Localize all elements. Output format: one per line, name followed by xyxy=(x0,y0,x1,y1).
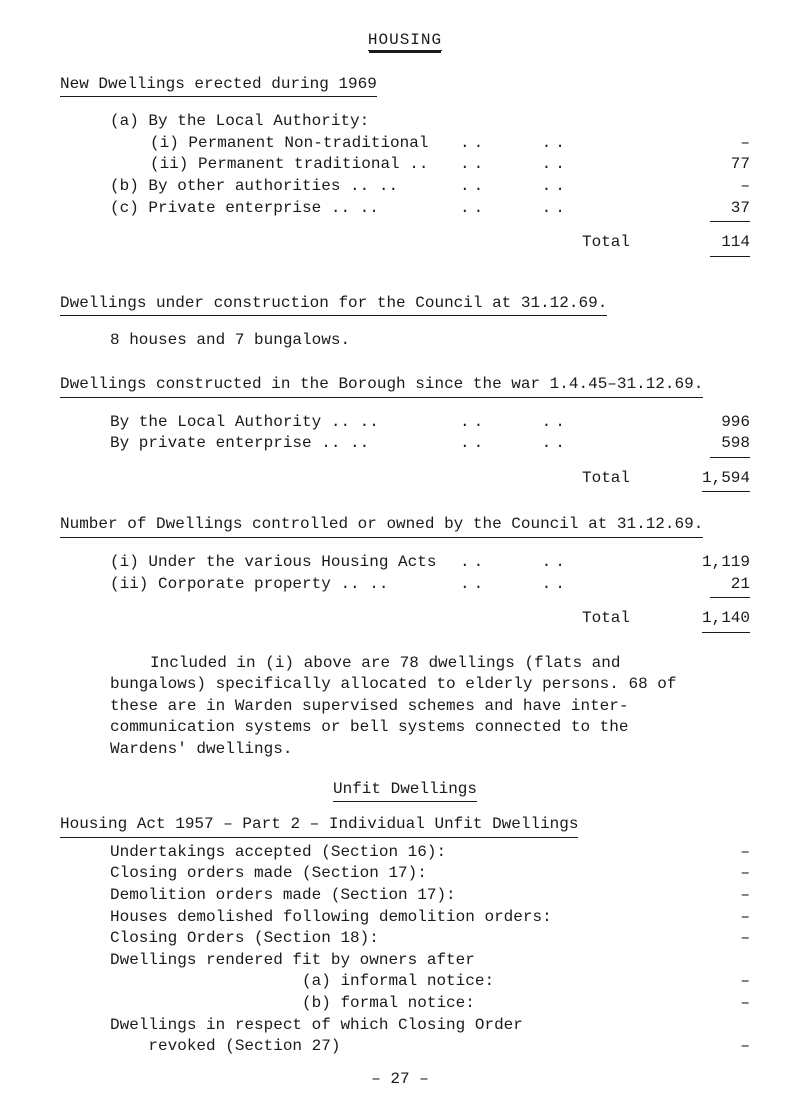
list-item-value: – xyxy=(660,993,750,1015)
sec1-a-ii: (ii) Permanent traditional .. .. .. 77 xyxy=(60,154,750,176)
list-item-label: Closing orders made (Section 17): xyxy=(60,863,660,885)
sec1-heading: New Dwellings erected during 1969 xyxy=(60,74,750,98)
list-item-value: – xyxy=(660,907,750,929)
dots: .. .. xyxy=(460,176,660,198)
sec3-r1-label: By the Local Authority .. .. xyxy=(110,412,460,434)
page: HOUSING New Dwellings erected during 196… xyxy=(0,0,800,1119)
sec1-heading-text: New Dwellings erected during 1969 xyxy=(60,74,377,98)
sec4-heading: Number of Dwellings controlled or owned … xyxy=(60,514,750,538)
list-item-label: revoked (Section 27) xyxy=(60,1036,660,1058)
sec1-a-i: (i) Permanent Non-traditional .. .. – xyxy=(60,133,750,155)
sec1-c: (c) Private enterprise .. .. .. .. 37 xyxy=(60,198,750,223)
list-item: Closing orders made (Section 17):– xyxy=(60,863,750,885)
sec3-r1: By the Local Authority .. .. .. .. 996 xyxy=(60,412,750,434)
dots: .. .. xyxy=(460,552,660,574)
sec4-r1-label: (i) Under the various Housing Acts xyxy=(110,552,460,574)
sec1-a-ii-val: 77 xyxy=(660,154,750,176)
sec1-a-i-label: (i) Permanent Non-traditional xyxy=(150,133,460,155)
sec1-c-label: (c) Private enterprise .. .. xyxy=(110,198,460,220)
list-item: revoked (Section 27)– xyxy=(60,1036,750,1058)
list-item-value: – xyxy=(660,1036,750,1058)
paragraph-1: Included in (i) above are 78 dwellings (… xyxy=(110,653,700,761)
list-item-value: – xyxy=(660,928,750,950)
list-item-value: – xyxy=(660,863,750,885)
dots: .. .. xyxy=(460,133,660,155)
list-item: Demolition orders made (Section 17):– xyxy=(60,885,750,907)
list-item-label: Demolition orders made (Section 17): xyxy=(60,885,660,907)
dots: .. .. xyxy=(460,433,660,455)
sec3-r2-label: By private enterprise .. .. xyxy=(110,433,460,455)
list-item: Closing Orders (Section 18):– xyxy=(60,928,750,950)
sec1-total-val: 114 xyxy=(660,232,750,257)
list-item: Houses demolished following demolition o… xyxy=(60,907,750,929)
sec1-total-label: Total xyxy=(60,232,660,257)
sec1-a-head-label: (a) By the Local Authority: xyxy=(110,111,750,133)
list-item-label: Closing Orders (Section 18): xyxy=(60,928,660,950)
sec1-a-i-val: – xyxy=(660,133,750,155)
sec4-r1: (i) Under the various Housing Acts .. ..… xyxy=(60,552,750,574)
sec3-total-label: Total xyxy=(60,468,660,493)
list-item-label: Undertakings accepted (Section 16): xyxy=(60,842,660,864)
sec1-b: (b) By other authorities .. .. .. .. – xyxy=(60,176,750,198)
list-item-value: – xyxy=(660,885,750,907)
sec4-r2-label: (ii) Corporate property .. .. xyxy=(110,574,460,596)
page-title: HOUSING xyxy=(60,30,750,52)
dots: .. .. xyxy=(460,154,660,176)
sec3-heading: Dwellings constructed in the Borough sin… xyxy=(60,374,750,398)
dots: .. .. xyxy=(460,198,660,220)
sec4-total: Total 1,140 xyxy=(60,608,750,633)
sec3-total: Total 1,594 xyxy=(60,468,750,493)
list-item-label: Dwellings in respect of which Closing Or… xyxy=(60,1015,660,1037)
sec4-total-val: 1,140 xyxy=(660,608,750,633)
sec4-r2-val: 21 xyxy=(660,574,750,599)
list-item: Dwellings rendered fit by owners after xyxy=(60,950,750,972)
sec1-b-label: (b) By other authorities .. .. xyxy=(110,176,460,198)
list-item: (b) formal notice:– xyxy=(60,993,750,1015)
list-item: Dwellings in respect of which Closing Or… xyxy=(60,1015,750,1037)
list-item-label: Dwellings rendered fit by owners after xyxy=(60,950,660,972)
sec1-a-ii-label: (ii) Permanent traditional .. xyxy=(150,154,460,176)
sec4-r2: (ii) Corporate property .. .. .. .. 21 xyxy=(60,574,750,599)
sec5-heading-text: Unfit Dwellings xyxy=(333,779,477,803)
sec1-a-head: (a) By the Local Authority: xyxy=(60,111,750,133)
sec4-heading-text: Number of Dwellings controlled or owned … xyxy=(60,514,703,538)
list-item-label: (b) formal notice: xyxy=(60,993,660,1015)
dots: .. .. xyxy=(460,412,660,434)
sec3-total-val: 1,594 xyxy=(660,468,750,493)
sec1-b-val: – xyxy=(660,176,750,198)
dots: .. .. xyxy=(460,574,660,596)
sec3-r2: By private enterprise .. .. .. .. 598 xyxy=(60,433,750,458)
sec3-r1-val: 996 xyxy=(660,412,750,434)
sec4-total-label: Total xyxy=(60,608,660,633)
sec3-heading-text: Dwellings constructed in the Borough sin… xyxy=(60,374,703,398)
page-footer: – 27 – xyxy=(0,1069,800,1091)
sec5-sub: Housing Act 1957 – Part 2 – Individual U… xyxy=(60,814,750,838)
sec2-body: 8 houses and 7 bungalows. xyxy=(60,330,750,352)
sec2-heading: Dwellings under construction for the Cou… xyxy=(60,293,750,317)
title-text: HOUSING xyxy=(368,31,442,51)
sec2-heading-text: Dwellings under construction for the Cou… xyxy=(60,293,607,317)
sec1-total: Total 114 xyxy=(60,232,750,257)
sec5-list: Undertakings accepted (Section 16):–Clos… xyxy=(60,842,750,1058)
sec4-r1-val: 1,119 xyxy=(660,552,750,574)
sec5-heading: Unfit Dwellings xyxy=(60,779,750,803)
list-item-label: (a) informal notice: xyxy=(60,971,660,993)
list-item-label: Houses demolished following demolition o… xyxy=(60,907,660,929)
sec1-c-val: 37 xyxy=(660,198,750,223)
sec3-r2-val: 598 xyxy=(660,433,750,458)
list-item: Undertakings accepted (Section 16):– xyxy=(60,842,750,864)
list-item-value: – xyxy=(660,842,750,864)
list-item: (a) informal notice:– xyxy=(60,971,750,993)
sec5-sub-text: Housing Act 1957 – Part 2 – Individual U… xyxy=(60,814,578,838)
list-item-value: – xyxy=(660,971,750,993)
